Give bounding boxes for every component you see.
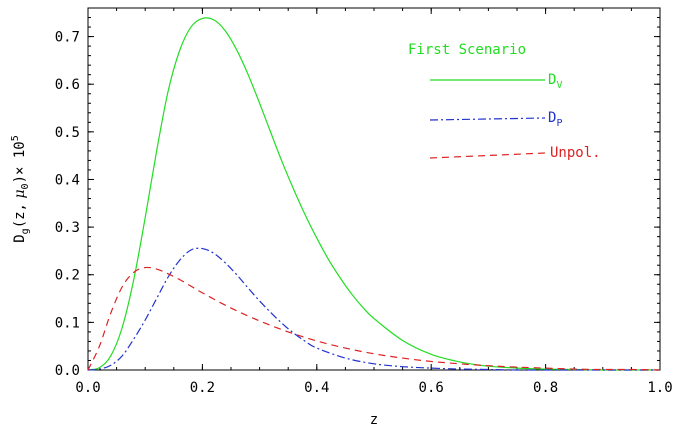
legend-line-unpol: [429, 152, 546, 159]
y-axis-label: Dg(z, μ0)× 105: [10, 135, 31, 243]
series-line-d-v: [87, 17, 660, 371]
series-layer: [87, 17, 661, 371]
y-tick-label: 0.4: [55, 172, 80, 188]
legend-label-dp: DP: [548, 110, 562, 129]
legend: First Scenario DV DP Unpol.: [408, 42, 601, 161]
legend-line-dp: [429, 117, 546, 121]
y-tick-label: 0.1: [55, 315, 80, 331]
y-tick-label: 0.3: [55, 220, 80, 236]
x-tick-label: 0.8: [533, 380, 558, 396]
y-tick-label: 0.7: [55, 30, 80, 46]
legend-title: First Scenario: [408, 42, 526, 58]
svg-text:Dg(z, μ0)× 105: Dg(z, μ0)× 105: [10, 135, 31, 243]
series-line-d-p: [87, 247, 660, 371]
x-tick-label: 0.6: [419, 380, 444, 396]
legend-label-dv: DV: [548, 72, 562, 91]
series-line-unpol: [87, 266, 661, 371]
y-tick-label: 0.2: [55, 268, 80, 284]
x-tick-label: 0.2: [190, 380, 215, 396]
y-tick-label: 0.5: [55, 125, 80, 141]
axis-ticks: 0.0 0.2 0.4 0.6 0.8 1.0 0.0 0.1 0.2 0.3 0.4 0.5 0.6 0…: [55, 8, 673, 396]
x-tick-label: 0.0: [75, 380, 100, 396]
x-axis-label: z: [370, 412, 378, 428]
y-tick-label: 0.6: [55, 77, 80, 93]
x-tick-label: 0.4: [304, 380, 329, 396]
x-tick-label: 1.0: [647, 380, 672, 396]
legend-label-unpol: Unpol.: [550, 145, 601, 161]
plot-frame: [87, 7, 661, 371]
y-tick-label: 0.0: [55, 363, 80, 379]
